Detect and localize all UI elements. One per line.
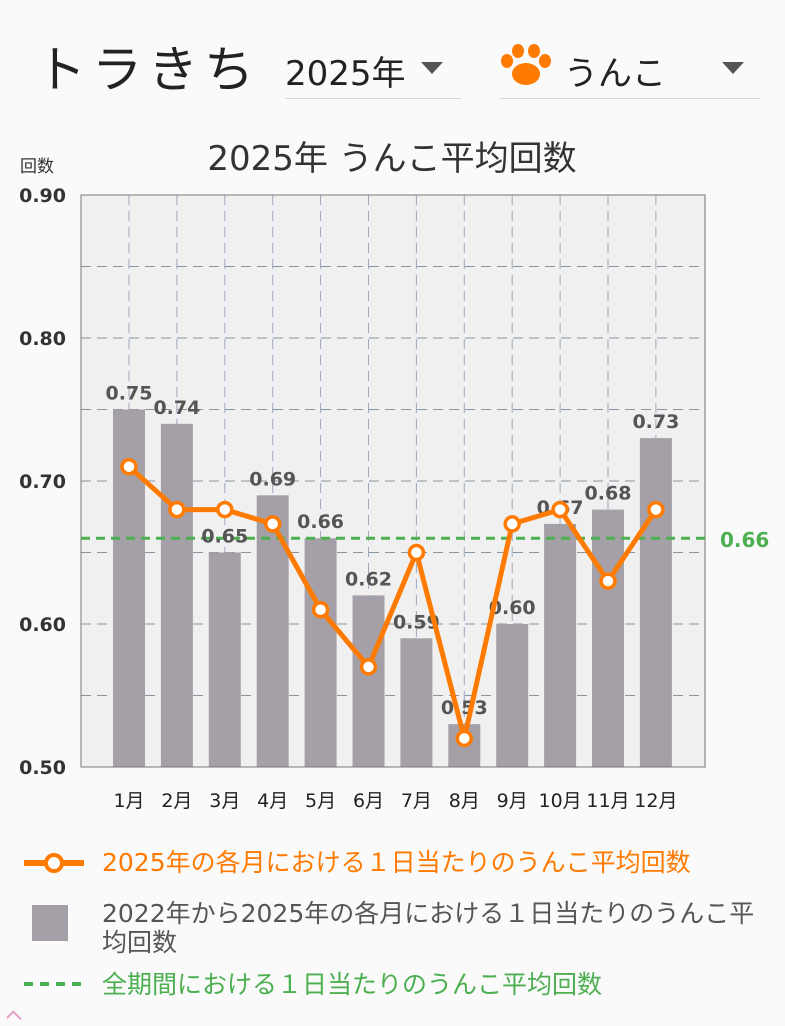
bar [256, 495, 289, 767]
bar [400, 638, 433, 767]
line-point [120, 457, 138, 476]
bar-value-label: 0.59 [393, 611, 440, 633]
bar [639, 438, 672, 767]
bar-value-label: 0.74 [153, 397, 200, 419]
y-tick-label: 0.90 [19, 185, 66, 207]
legend-bar-swatch [32, 905, 68, 941]
line-point [455, 729, 474, 748]
header-bar: トラきち 2025年 うんこ [0, 0, 785, 110]
x-tick-label: 7月 [401, 790, 432, 812]
bar [496, 624, 529, 767]
bar-value-label: 0.75 [106, 383, 153, 405]
legend-average-swatch [24, 982, 84, 986]
y-tick-label: 0.70 [19, 471, 66, 493]
x-tick-label: 10月 [539, 790, 582, 812]
line-point [647, 500, 665, 519]
legend-line-label: 2025年の各月における１日当たりのうんこ平均回数 [102, 848, 691, 877]
y-tick-label: 0.50 [19, 757, 66, 779]
legend-line-swatch [24, 853, 84, 873]
type-dropdown-value: うんこ [564, 54, 666, 94]
bar-value-label: 0.68 [585, 483, 632, 505]
x-tick-label: 6月 [353, 790, 384, 812]
y-tick-label: 0.80 [19, 328, 66, 350]
line-point [311, 600, 330, 619]
bar [304, 538, 337, 767]
bar-value-label: 0.53 [441, 697, 488, 719]
chevron-down-icon [421, 62, 443, 74]
x-tick-label: 5月 [305, 790, 336, 812]
monthly-average-chart: 2025年 うんこ平均回数 回数 0.660.750.740.650.690.6… [19, 139, 769, 812]
y-axis-label: 回数 [20, 157, 54, 177]
x-tick-label: 12月 [634, 790, 677, 812]
bar [208, 552, 241, 767]
paw-icon [501, 44, 551, 85]
plot-frame [80, 194, 706, 768]
x-tick-label: 1月 [113, 790, 144, 812]
bar [160, 423, 193, 767]
bar [352, 595, 385, 767]
chart-title: 2025年 うんこ平均回数 [207, 139, 576, 179]
line-point [263, 515, 282, 533]
legend-average-label: 全期間における１日当たりのうんこ平均回数 [102, 970, 603, 999]
bar-value-label: 0.66 [297, 511, 344, 533]
line-point [407, 543, 426, 562]
x-tick-label: 4月 [257, 790, 288, 812]
app-title: トラきち [36, 41, 260, 99]
x-tick-label: 9月 [497, 790, 528, 812]
x-tick-label: 8月 [449, 790, 480, 812]
bar [544, 523, 577, 767]
year-dropdown[interactable]: 2025年 [285, 38, 461, 99]
line-point [551, 500, 569, 519]
bar-value-label: 0.60 [489, 597, 536, 619]
type-dropdown[interactable]: うんこ [500, 38, 760, 99]
bar-value-label: 0.62 [345, 568, 392, 590]
y-tick-label: 0.60 [19, 614, 66, 636]
bar-value-label: 0.73 [632, 411, 679, 433]
x-tick-label: 3月 [209, 790, 240, 812]
line-point [359, 658, 378, 676]
x-tick-label: 2月 [161, 790, 192, 812]
line-point [216, 500, 234, 519]
average-reference-label: 0.66 [720, 528, 769, 552]
corner-mark [6, 1010, 22, 1026]
bar-value-label: 0.69 [249, 468, 296, 490]
chevron-down-icon [722, 62, 744, 74]
x-tick-label: 11月 [586, 790, 629, 812]
bar [592, 509, 624, 767]
line-point [599, 572, 617, 590]
bar-value-label: 0.65 [201, 526, 248, 548]
year-dropdown-value: 2025年 [285, 54, 406, 94]
legend-bar-label: 2022年から2025年の各月における１日当たりのうんこ平均回数 [102, 899, 755, 957]
line-point [503, 515, 521, 533]
line-point [168, 500, 186, 519]
